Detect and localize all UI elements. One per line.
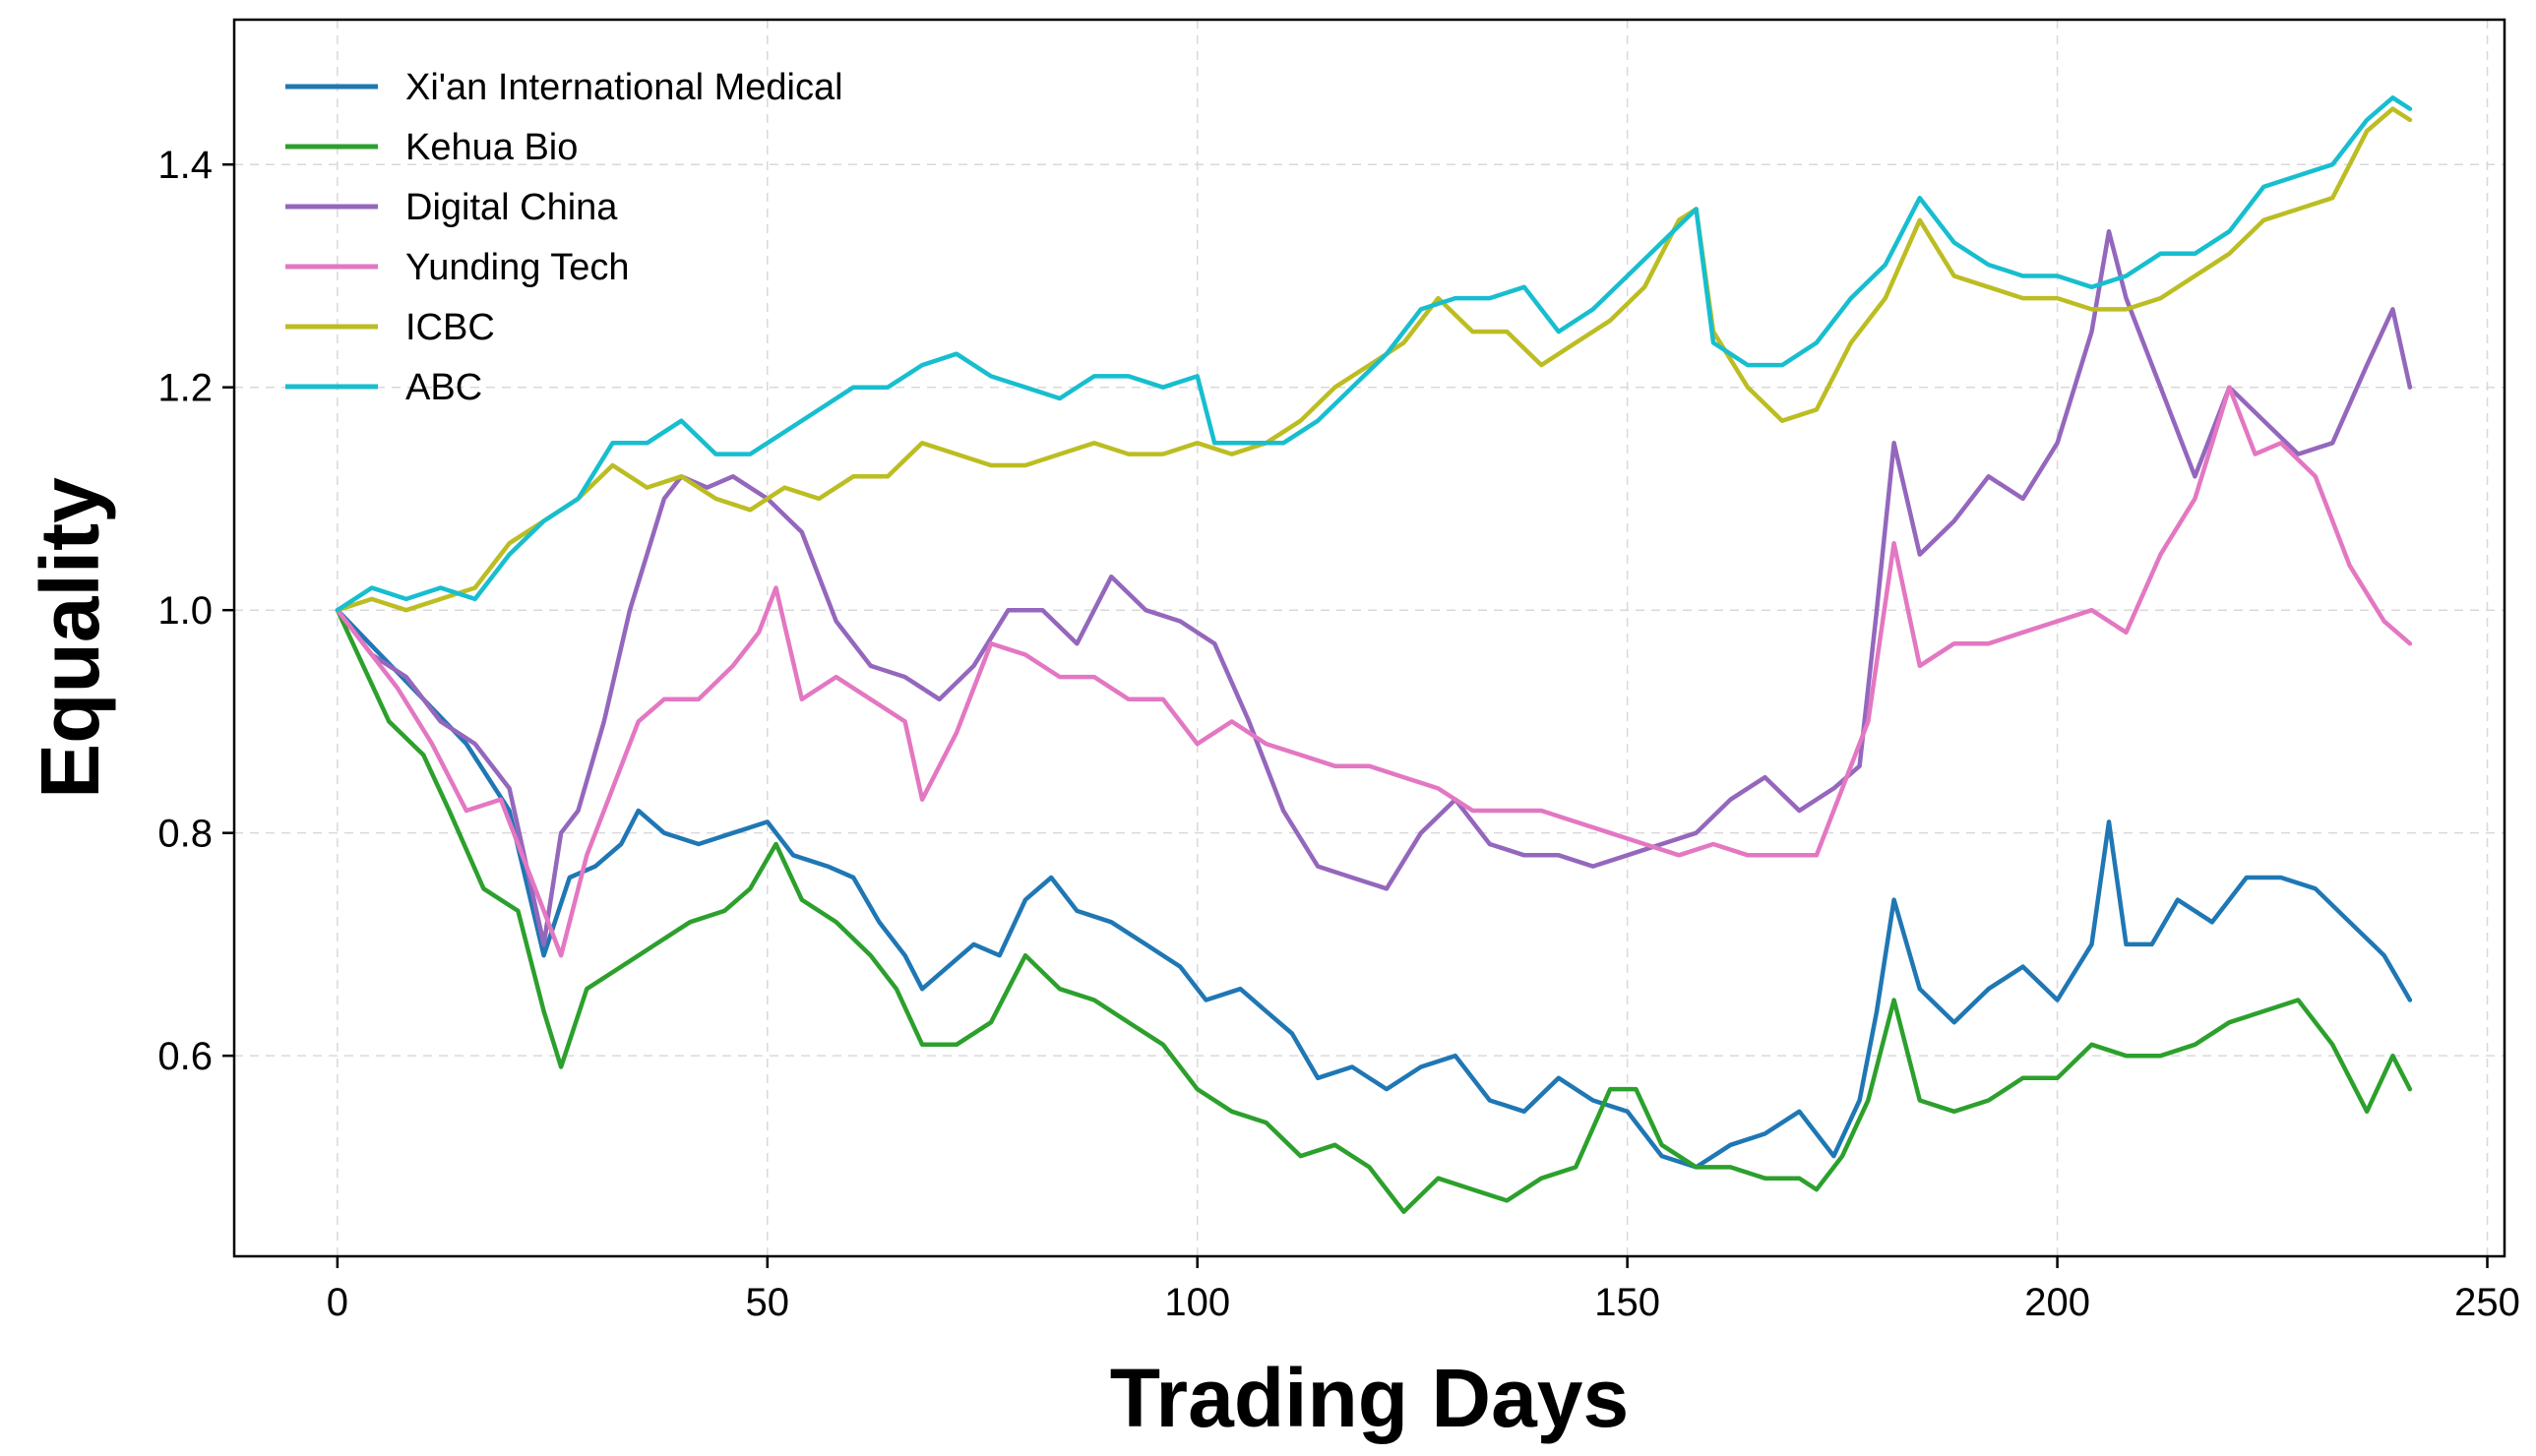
series-line-1 bbox=[335, 607, 2413, 1214]
y-axis-title: Equality bbox=[24, 477, 116, 799]
legend-entry-label: Digital China bbox=[405, 187, 618, 228]
series-layer bbox=[335, 95, 2413, 1214]
legend: Xi'an International Medical Kehua Bio Digi… bbox=[285, 67, 843, 408]
legend-entry-label: ABC bbox=[405, 367, 482, 408]
legend-entry-label: Xi'an International Medical bbox=[405, 67, 843, 108]
series-line-5 bbox=[335, 95, 2413, 613]
legend-entry-label: Kehua Bio bbox=[405, 127, 578, 168]
tick-layer: 0 50 100 150 200 250 0.6 0.8 1.0 1.2 1.4 bbox=[157, 144, 2520, 1324]
x-axis-title: Trading Days bbox=[1110, 1352, 1630, 1444]
legend-entry-label: ICBC bbox=[405, 307, 495, 348]
series-line-4 bbox=[335, 106, 2413, 613]
grid-layer bbox=[234, 20, 2505, 1256]
y-tick-label: 1.4 bbox=[157, 144, 213, 187]
x-tick-label: 0 bbox=[327, 1281, 348, 1324]
series-line-3 bbox=[335, 385, 2413, 958]
y-tick-label: 1.2 bbox=[157, 367, 213, 410]
x-tick-label: 200 bbox=[2024, 1281, 2090, 1324]
series-line-2 bbox=[335, 228, 2413, 947]
y-tick-label: 0.6 bbox=[157, 1035, 213, 1078]
plot-frame bbox=[232, 18, 2506, 1258]
x-tick-label: 100 bbox=[1164, 1281, 1230, 1324]
legend-entry-label: Yunding Tech bbox=[405, 247, 630, 288]
y-tick-label: 0.8 bbox=[157, 813, 213, 856]
x-tick-label: 250 bbox=[2454, 1281, 2520, 1324]
x-tick-label: 50 bbox=[746, 1281, 790, 1324]
x-tick-label: 150 bbox=[1594, 1281, 1660, 1324]
series-line-0 bbox=[335, 607, 2413, 1170]
y-tick-label: 1.0 bbox=[157, 589, 213, 633]
